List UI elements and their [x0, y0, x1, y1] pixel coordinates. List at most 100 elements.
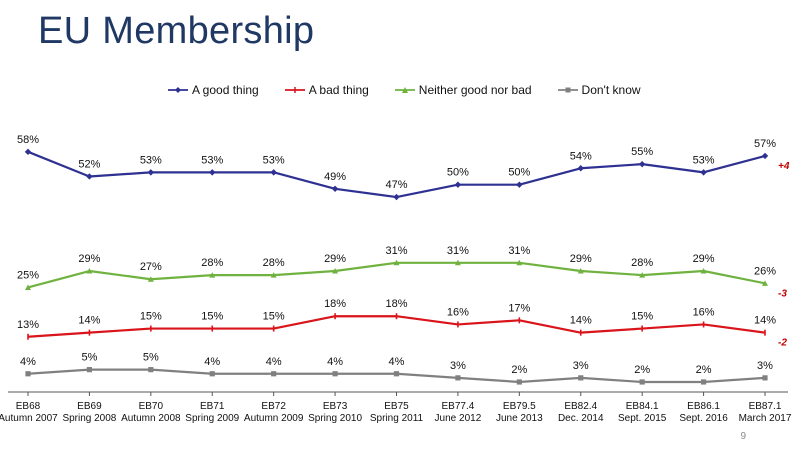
data-label-don-t-know: 3%: [450, 360, 466, 372]
point-neither-good-nor-bad: [639, 272, 646, 278]
legend-label-good: A good thing: [192, 83, 259, 97]
x-tick-label-date: Spring 2008: [62, 413, 116, 424]
data-label-a-bad-thing: 15%: [140, 311, 162, 323]
x-tick-label-date: Spring 2011: [370, 413, 424, 424]
legend-item-dontknow: Don't know: [557, 83, 641, 97]
point-neither-good-nor-bad: [393, 259, 400, 266]
point-neither-good-nor-bad: [209, 272, 216, 278]
data-label-don-t-know: 3%: [757, 360, 773, 372]
point-neither-good-nor-bad: [332, 268, 339, 274]
data-label-neither-good-nor-bad: 29%: [324, 253, 346, 265]
data-label-don-t-know: 4%: [266, 356, 282, 368]
legend-swatch-good: [168, 87, 188, 93]
legend-swatch-dontknow: [557, 87, 578, 93]
legend-swatch-bad: [284, 87, 305, 93]
data-label-neither-good-nor-bad: 25%: [17, 269, 39, 281]
chart-legend: A good thing A bad thing Neither good no…: [168, 83, 667, 97]
point-neither-good-nor-bad: [762, 280, 768, 286]
data-label-don-t-know: 4%: [20, 356, 36, 368]
x-tick-label-code: EB82.4: [564, 401, 597, 412]
data-label-don-t-know: 2%: [634, 364, 650, 376]
data-label-neither-good-nor-bad: 28%: [263, 257, 285, 269]
x-tick-label-date: Spring 2010: [308, 413, 362, 424]
data-label-a-bad-thing: 14%: [570, 315, 592, 327]
legend-label-bad: A bad thing: [308, 83, 369, 97]
data-label-a-good-thing: 53%: [693, 154, 715, 166]
x-tick-label-date: Autumn 2009: [244, 413, 304, 424]
slide-number: 9: [740, 431, 746, 442]
data-label-neither-good-nor-bad: 26%: [754, 265, 776, 277]
x-tick-label-code: EB84.1: [626, 401, 659, 412]
x-tick-label-code: EB71: [200, 401, 225, 412]
data-label-don-t-know: 2%: [511, 364, 527, 376]
point-don-t-know: [86, 367, 93, 373]
x-tick-label-date: Autumn 2008: [121, 413, 181, 424]
slide-title: EU Membership: [38, 10, 315, 52]
data-label-neither-good-nor-bad: 29%: [570, 253, 592, 265]
point-neither-good-nor-bad: [270, 272, 277, 278]
point-don-t-know: [271, 371, 277, 377]
data-label-neither-good-nor-bad: 31%: [385, 245, 407, 257]
data-label-a-good-thing: 49%: [324, 171, 346, 183]
data-label-a-bad-thing: 14%: [754, 315, 776, 327]
x-tick-label-code: EB70: [139, 401, 164, 412]
point-don-t-know: [578, 375, 584, 381]
data-label-neither-good-nor-bad: 31%: [447, 245, 469, 257]
point-don-t-know: [332, 371, 338, 377]
point-neither-good-nor-bad: [700, 268, 707, 274]
data-label-a-bad-thing: 13%: [17, 319, 39, 331]
data-label-neither-good-nor-bad: 28%: [631, 257, 653, 269]
data-label-a-bad-thing: 16%: [693, 306, 715, 318]
point-a-good-thing: [209, 169, 216, 176]
data-label-don-t-know: 5%: [143, 352, 159, 364]
x-tick-label-date: June 2012: [435, 413, 482, 424]
point-don-t-know: [762, 375, 768, 381]
point-a-good-thing: [577, 165, 584, 172]
data-label-a-good-thing: 47%: [385, 179, 407, 191]
data-label-a-good-thing: 54%: [570, 150, 592, 162]
point-a-good-thing: [331, 185, 339, 193]
data-label-a-good-thing: 55%: [631, 146, 653, 158]
x-tick-label-code: EB86.1: [687, 401, 720, 412]
change-label-neither-good-nor-bad: -3: [778, 288, 787, 299]
x-tick-label-code: EB68: [16, 401, 41, 412]
change-label-a-bad-thing: -2: [778, 338, 787, 349]
data-label-don-t-know: 4%: [327, 356, 343, 368]
point-a-good-thing: [270, 169, 277, 176]
point-a-good-thing: [638, 160, 646, 168]
data-label-don-t-know: 3%: [573, 360, 589, 372]
data-label-a-good-thing: 50%: [508, 167, 530, 179]
legend-item-bad: A bad thing: [284, 83, 369, 97]
data-label-neither-good-nor-bad: 29%: [78, 253, 100, 265]
legend-swatch-neither: [394, 87, 415, 93]
point-don-t-know: [209, 371, 215, 377]
x-tick-label-date: Autumn 2007: [0, 413, 58, 424]
point-a-good-thing: [516, 181, 523, 188]
data-label-a-good-thing: 53%: [201, 154, 223, 166]
x-tick-label-date: June 2013: [496, 413, 543, 424]
data-label-don-t-know: 5%: [81, 352, 97, 364]
point-neither-good-nor-bad: [454, 259, 461, 266]
x-tick-label-code: EB75: [384, 401, 409, 412]
data-label-neither-good-nor-bad: 29%: [693, 253, 715, 265]
data-label-a-bad-thing: 15%: [201, 311, 223, 323]
x-tick-label-code: EB79.5: [503, 401, 536, 412]
data-label-a-bad-thing: 15%: [631, 311, 653, 323]
point-don-t-know: [25, 371, 31, 377]
series-line-neither-good-nor-bad: [27, 261, 766, 289]
x-tick-label-code: EB87.1: [749, 401, 782, 412]
x-tick-label-date: Spring 2009: [185, 413, 239, 424]
legend-label-neither: Neither good nor bad: [418, 83, 532, 97]
series-line-a-bad-thing: [27, 315, 766, 338]
point-neither-good-nor-bad: [25, 284, 31, 290]
data-label-a-good-thing: 57%: [754, 138, 776, 150]
data-label-a-bad-thing: 18%: [385, 298, 407, 310]
point-a-good-thing: [24, 148, 32, 156]
x-tick-label-code: EB69: [77, 401, 102, 412]
data-label-neither-good-nor-bad: 28%: [201, 257, 223, 269]
point-a-good-thing: [393, 193, 400, 201]
point-don-t-know: [700, 379, 707, 385]
data-label-neither-good-nor-bad: 31%: [508, 245, 530, 257]
point-a-good-thing: [700, 169, 707, 176]
